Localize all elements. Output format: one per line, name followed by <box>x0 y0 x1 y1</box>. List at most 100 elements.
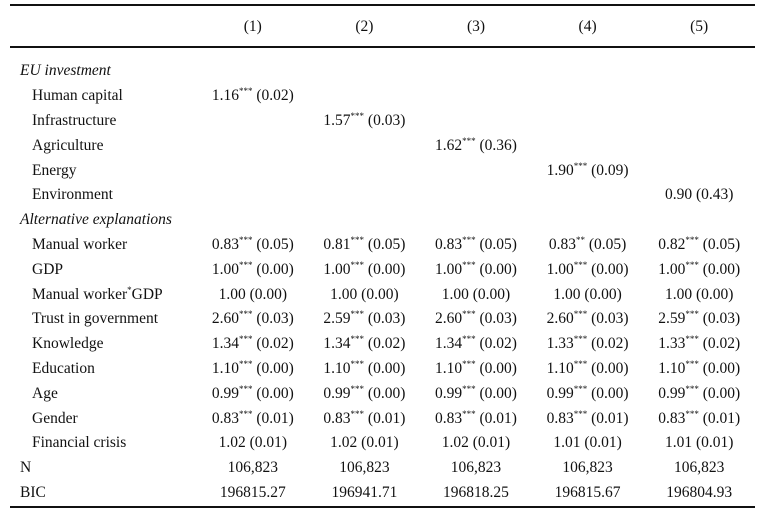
coefficient: 1.57 <box>323 111 351 129</box>
cell-model-2 <box>309 84 421 109</box>
coefficient: 1.00 <box>546 260 574 278</box>
footer-value-model-5: 106,823 <box>674 459 725 477</box>
footer-value-model-3: 196818.25 <box>443 483 509 501</box>
cell-model-4: 0.83*** (0.01) <box>532 406 644 431</box>
cell-model-1: 1.00 (0.00) <box>197 282 309 307</box>
cell-model-3: 0.99*** (0.00) <box>420 381 532 406</box>
standard-error: (0.00) <box>367 260 406 278</box>
standard-error: (0.00) <box>695 285 734 303</box>
significance-stars: *** <box>462 358 476 369</box>
coefficient: 1.01 <box>553 434 581 452</box>
standard-error: (0.03) <box>367 310 406 328</box>
cell-model-3: 1.34*** (0.02) <box>420 332 532 357</box>
header-spacer <box>10 50 755 59</box>
footer-label: N <box>20 459 32 477</box>
row-label: Agriculture <box>32 136 104 154</box>
significance-stars: *** <box>350 383 365 394</box>
footer-value-model-3: 106,823 <box>450 459 502 477</box>
significance-stars: *** <box>685 408 699 419</box>
cell-model-5: 0.99*** (0.00) <box>643 381 755 406</box>
standard-error: (0.00) <box>256 384 294 402</box>
cell-model-1: 1.34*** (0.02) <box>197 332 309 357</box>
row-label: Age <box>32 384 58 402</box>
cell-model-3: 2.60*** (0.03) <box>420 307 532 332</box>
cell-model-2 <box>309 133 421 158</box>
row-label: Infrastructure <box>32 111 117 129</box>
significance-stars: *** <box>685 309 699 320</box>
coefficient: 1.00 <box>658 260 686 278</box>
significance-stars: *** <box>462 135 476 146</box>
standard-error: (0.43) <box>695 186 734 204</box>
row-label: Knowledge <box>32 335 104 353</box>
cell-model-1 <box>197 133 309 158</box>
cell-model-5: 1.01 (0.01) <box>643 431 755 456</box>
cell-model-2 <box>309 158 421 183</box>
cell-model-1: 1.10*** (0.00) <box>197 357 309 382</box>
row-label: Manual worker*GDP <box>10 282 197 307</box>
significance-stars: *** <box>462 309 476 320</box>
table-row: Infrastructure 1.57*** (0.03) <box>10 109 755 134</box>
significance-stars: *** <box>685 383 699 394</box>
cell-model-4: 2.60*** (0.03) <box>532 307 644 332</box>
significance-stars: *** <box>238 383 253 394</box>
significance-stars: *** <box>685 334 699 345</box>
header-cell-model-5: (5) <box>690 18 709 35</box>
standard-error: (0.01) <box>367 409 406 427</box>
cell-model-2: 1.34*** (0.02) <box>309 332 421 357</box>
row-label: Manual worker <box>32 235 128 253</box>
coefficient: 1.00 <box>211 260 239 278</box>
significance-stars: *** <box>350 358 365 369</box>
coefficient: 1.00 <box>330 285 358 303</box>
section-title: Alternative explanations <box>20 211 172 229</box>
cell-model-1: 1.00*** (0.00) <box>197 257 309 282</box>
significance-stars: *** <box>350 334 365 345</box>
significance-stars: *** <box>238 259 253 270</box>
standard-error: (0.00) <box>591 260 629 278</box>
cell-model-2: 0.81*** (0.05) <box>309 233 421 258</box>
cell-model-4: 0.83** (0.05) <box>532 233 644 258</box>
standard-error: (0.00) <box>702 384 741 402</box>
coefficient: 0.90 <box>664 186 693 204</box>
footer-value-model-4: 196815.67 <box>554 483 621 501</box>
significance-stars: *** <box>573 334 588 345</box>
cell-model-3 <box>420 109 532 134</box>
standard-error: (0.02) <box>256 87 294 105</box>
header-row: (1) (2) (3) (4) (5) <box>10 0 755 50</box>
standard-error: (0.01) <box>702 409 741 427</box>
significance-stars: *** <box>350 408 365 419</box>
significance-stars: *** <box>238 234 253 245</box>
standard-error: (0.03) <box>256 310 294 328</box>
significance-stars: ** <box>575 234 585 245</box>
row-label: Human capital <box>32 87 123 105</box>
coefficient: 1.16 <box>211 87 239 105</box>
standard-error: (0.01) <box>695 434 734 452</box>
standard-error: (0.00) <box>256 260 294 278</box>
footer-value-model-5: 196804.93 <box>666 483 733 501</box>
coefficient: 1.10 <box>323 359 351 377</box>
standard-error: (0.02) <box>591 335 629 353</box>
row-label: Gender <box>32 409 78 427</box>
coefficient: 0.83 <box>211 409 239 427</box>
cell-model-2: 2.59*** (0.03) <box>309 307 421 332</box>
cell-model-2: 1.02 (0.01) <box>309 431 421 456</box>
cell-model-3: 0.83*** (0.01) <box>420 406 532 431</box>
cell-model-1: 0.83*** (0.05) <box>197 233 309 258</box>
standard-error: (0.05) <box>588 235 627 253</box>
coefficient: 0.83 <box>546 409 574 427</box>
significance-stars: *** <box>462 334 476 345</box>
coefficient: 0.83 <box>435 235 463 253</box>
cell-model-3 <box>420 158 532 183</box>
cell-model-1 <box>197 158 309 183</box>
standard-error: (0.00) <box>584 285 622 303</box>
row-label: GDP <box>32 260 64 278</box>
standard-error: (0.00) <box>361 285 399 303</box>
significance-stars: *** <box>350 309 365 320</box>
coefficient: 2.60 <box>435 310 463 328</box>
section-title: EU investment <box>20 62 111 80</box>
cell-model-4 <box>532 133 644 158</box>
cell-model-1 <box>197 109 309 134</box>
coefficient: 0.83 <box>435 409 463 427</box>
cell-model-1: 1.16*** (0.02) <box>197 84 309 109</box>
footer-value-model-1: 196815.27 <box>219 483 286 501</box>
standard-error: (0.03) <box>591 310 629 328</box>
